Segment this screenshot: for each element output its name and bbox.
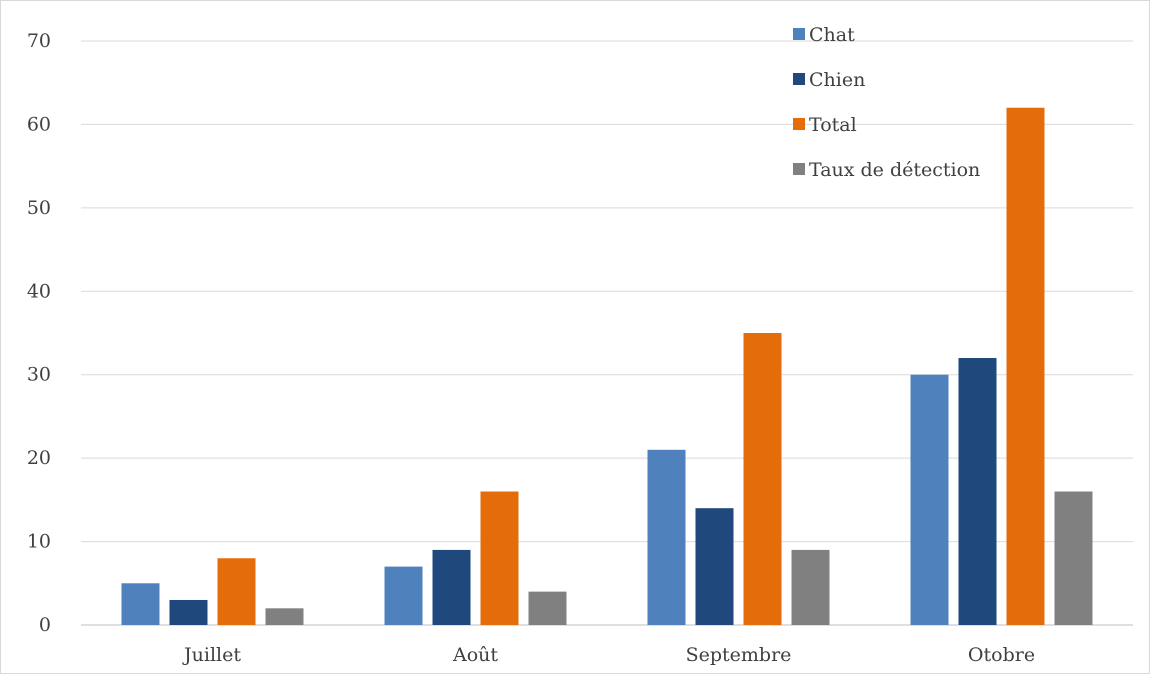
legend-label: Chien bbox=[809, 69, 865, 91]
bar bbox=[169, 599, 208, 625]
bar bbox=[910, 374, 949, 625]
bar bbox=[1054, 491, 1093, 625]
legend-swatch bbox=[793, 73, 805, 85]
x-category-label: Juillet bbox=[182, 644, 241, 666]
bar bbox=[743, 333, 782, 625]
bar bbox=[480, 491, 519, 625]
y-tick-label: 10 bbox=[27, 531, 51, 553]
y-tick-label: 30 bbox=[27, 364, 51, 386]
legend-swatch bbox=[793, 163, 805, 175]
x-category-label: Otobre bbox=[968, 644, 1035, 666]
legend-label: Total bbox=[809, 114, 857, 136]
bar bbox=[958, 358, 997, 625]
legend-swatch bbox=[793, 118, 805, 130]
legend-swatch bbox=[793, 28, 805, 40]
bar bbox=[695, 508, 734, 625]
y-tick-label: 20 bbox=[27, 447, 51, 469]
y-tick-label: 0 bbox=[39, 614, 51, 636]
bar bbox=[217, 558, 256, 625]
bar bbox=[647, 449, 686, 625]
bar bbox=[791, 549, 830, 625]
bar bbox=[432, 549, 471, 625]
y-tick-label: 50 bbox=[27, 197, 51, 219]
bar bbox=[265, 608, 304, 625]
bar bbox=[528, 591, 567, 625]
y-tick-label: 60 bbox=[27, 113, 51, 135]
bar bbox=[1006, 107, 1045, 625]
x-category-label: Août bbox=[452, 644, 498, 666]
x-category-label: Septembre bbox=[686, 644, 792, 666]
legend-label: Chat bbox=[809, 24, 855, 46]
legend-label: Taux de détection bbox=[809, 159, 980, 181]
y-tick-label: 70 bbox=[27, 30, 51, 52]
bar bbox=[384, 566, 423, 625]
y-tick-label: 40 bbox=[27, 280, 51, 302]
bar bbox=[121, 583, 160, 625]
